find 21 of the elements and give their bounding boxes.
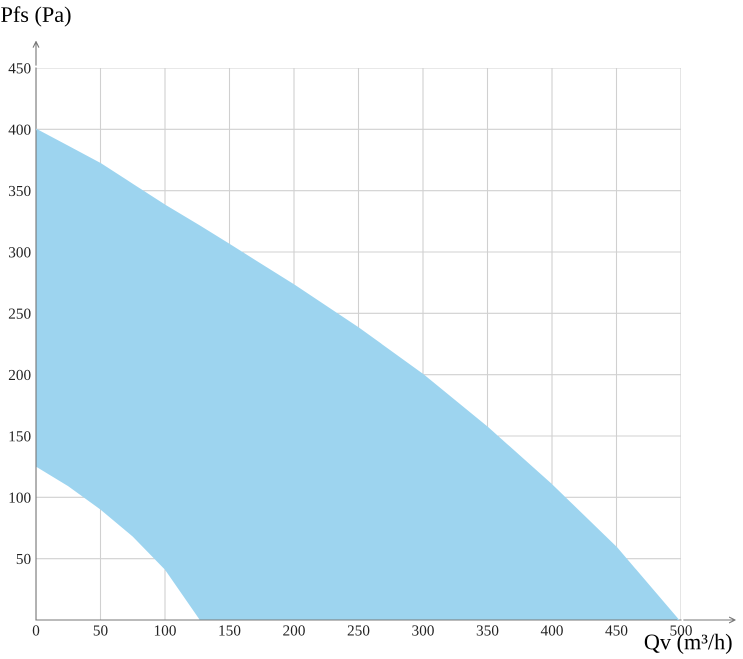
y-tick-label: 300 [8, 247, 31, 258]
x-tick-label: 200 [283, 625, 305, 636]
y-tick-label: 50 [16, 554, 31, 564]
x-tick-label: 0 [32, 625, 40, 636]
x-tick-label: 50 [94, 625, 108, 636]
x-tick-label: 100 [154, 625, 176, 636]
y-tick-label: 450 [8, 63, 31, 74]
x-tick-label: 450 [605, 625, 628, 636]
y-tick-label: 100 [10, 492, 31, 503]
x-tick-label: 350 [476, 625, 498, 636]
x-tick-label: 500 [670, 625, 692, 636]
y-tick-label: 400 [8, 124, 31, 135]
y-tick-label: 150 [10, 431, 31, 442]
y-tick-label: 350 [8, 186, 31, 196]
x-tick-label: 250 [348, 625, 370, 636]
x-tick-label: 400 [540, 625, 563, 636]
y-tick-label: 200 [8, 370, 31, 380]
y-tick-label: 250 [8, 308, 31, 319]
x-tick-label: 150 [219, 625, 240, 636]
y-axis-title: Pfs (Pa) [1, 6, 71, 27]
x-tick-label: 300 [412, 625, 434, 636]
